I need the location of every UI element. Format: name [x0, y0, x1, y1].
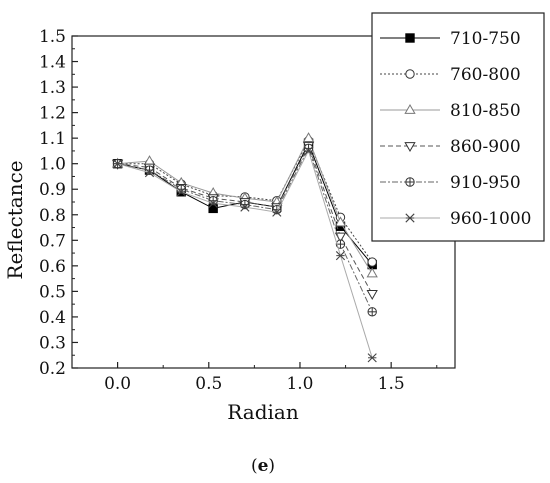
x-tick-label: 1.5: [378, 374, 405, 394]
legend-label: 710-750: [450, 29, 521, 49]
data-point: [368, 354, 376, 362]
y-tick-label: 0.4: [39, 308, 66, 328]
series-line: [118, 148, 373, 311]
x-axis-label: Radian: [227, 400, 299, 424]
y-tick-label: 0.3: [39, 333, 66, 353]
caption-letter: e: [258, 456, 269, 476]
data-point: [145, 156, 155, 164]
y-tick-label: 0.7: [39, 231, 66, 251]
y-tick-label: 1.2: [39, 104, 66, 124]
y-tick-label: 0.8: [39, 206, 66, 226]
y-tick-label: 1.5: [39, 27, 66, 47]
data-point: [336, 251, 344, 259]
y-tick-label: 1.3: [39, 78, 66, 98]
legend-label: 810-850: [450, 101, 521, 121]
legend-marker: [406, 70, 414, 78]
y-tick-label: 1.4: [39, 53, 66, 73]
legend-label: 860-900: [450, 137, 521, 157]
series-960-1000: [113, 147, 376, 362]
series-line: [118, 151, 373, 358]
caption-close: ): [268, 456, 275, 476]
data-point: [368, 258, 376, 266]
data-point: [367, 269, 377, 277]
y-tick-label: 1.1: [39, 129, 66, 149]
y-tick-label: 0.9: [39, 180, 66, 200]
data-point: [368, 308, 376, 316]
legend-label: 910-950: [450, 173, 521, 193]
legend-label: 760-800: [450, 65, 521, 85]
legend: 710-750 760-800 810-850 860-900 910-950 960-1…: [372, 13, 544, 241]
legend-marker: [406, 34, 414, 42]
data-point: [367, 291, 377, 299]
x-tick-label: 0.0: [104, 374, 131, 394]
series-line: [118, 146, 373, 294]
y-axis-label: Reflectance: [3, 160, 27, 279]
caption-open: (: [251, 456, 258, 476]
legend-label: 960-1000: [450, 209, 531, 229]
y-tick-label: 0.2: [39, 359, 66, 379]
x-tick-label: 1.0: [286, 374, 313, 394]
y-tick-label: 0.5: [39, 282, 66, 302]
y-tick-label: 1.0: [39, 155, 66, 175]
series-layer: [113, 133, 377, 362]
x-tick-label: 0.5: [195, 374, 222, 394]
figure-caption: (e): [251, 456, 275, 476]
y-tick-label: 0.6: [39, 257, 66, 277]
legend-marker: [406, 178, 414, 186]
data-point: [304, 133, 314, 141]
